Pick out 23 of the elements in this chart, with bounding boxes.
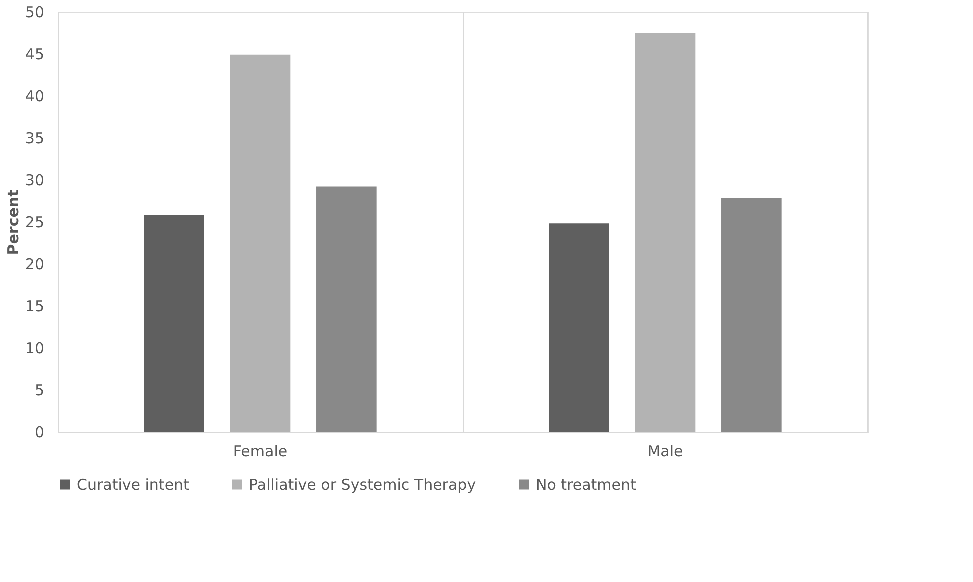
y-tick-label: 40 [25, 88, 44, 106]
y-tick-label: 50 [25, 4, 44, 22]
bar [230, 54, 291, 432]
y-tick-label: 45 [25, 46, 44, 64]
bar [722, 198, 782, 432]
legend-label: Palliative or Systemic Therapy [249, 476, 476, 494]
x-tick-label: Male [648, 442, 684, 460]
bar [549, 224, 610, 432]
y-tick-label: 5 [34, 382, 44, 400]
y-tick-label: 10 [25, 340, 44, 358]
legend-label: Curative intent [77, 476, 190, 494]
bar [144, 215, 204, 432]
y-tick-label: 35 [25, 130, 44, 148]
y-tick-label: 30 [25, 172, 44, 190]
legend-label: No treatment [536, 476, 637, 494]
y-axis-title: Percent [4, 190, 22, 256]
y-tick-label: 15 [25, 298, 44, 316]
x-tick-label: Female [233, 442, 288, 460]
y-tick-label: 20 [25, 256, 44, 274]
y-tick-label: 25 [25, 214, 44, 232]
bar [316, 186, 377, 432]
bar [635, 33, 696, 432]
y-tick-label: 0 [34, 424, 44, 442]
